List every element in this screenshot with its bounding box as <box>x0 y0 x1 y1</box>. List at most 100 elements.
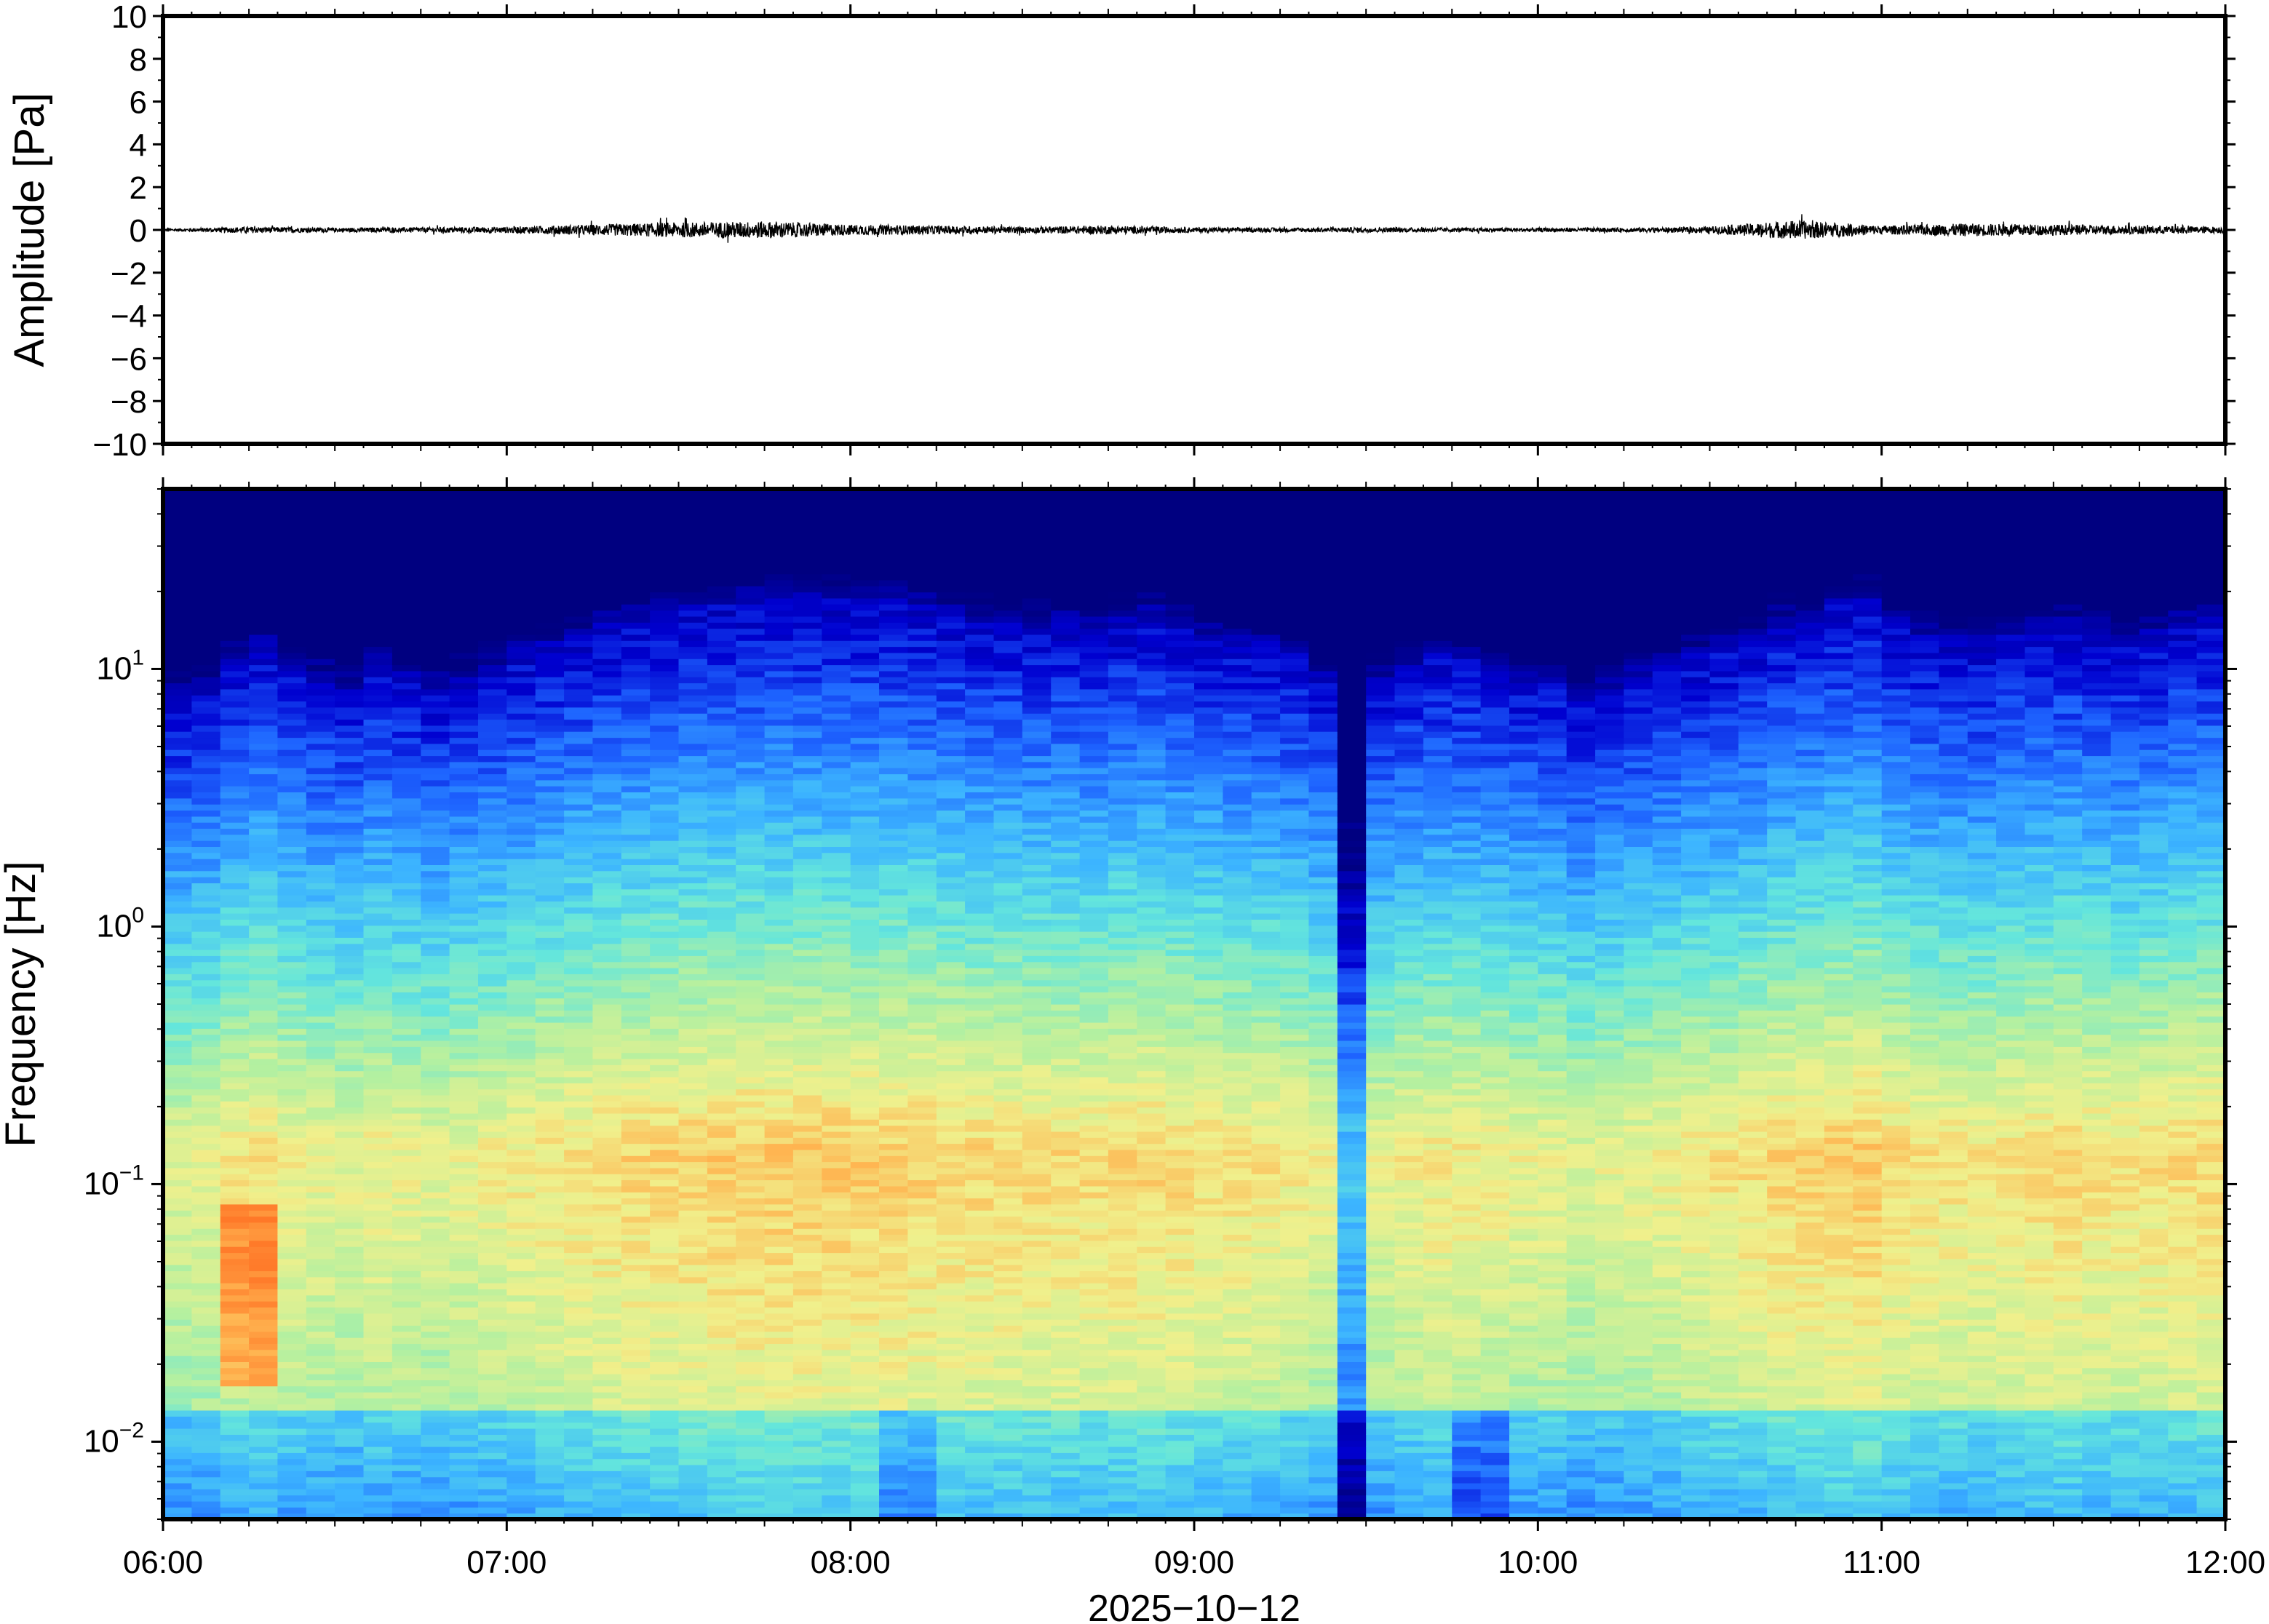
spectrogram-cell <box>907 1440 937 1447</box>
spectrogram-cell <box>621 1083 651 1090</box>
spectrogram-cell <box>621 719 651 726</box>
spectrogram-cell <box>736 1083 766 1090</box>
spectrogram-cell <box>277 1016 307 1023</box>
spectrogram-cell <box>392 731 421 739</box>
spectrogram-cell <box>879 761 908 768</box>
spectrogram-cell <box>764 859 794 865</box>
spectrogram-cell <box>277 761 307 768</box>
spectrogram-cell <box>306 495 335 502</box>
spectrogram-cell <box>478 1283 507 1290</box>
spectrogram-cell <box>335 1070 365 1078</box>
spectrogram-cell <box>277 1476 307 1484</box>
spectrogram-cell <box>822 525 851 532</box>
spectrogram-cell <box>478 1483 507 1489</box>
spectrogram-cell <box>764 846 794 853</box>
spectrogram-cell <box>191 1470 221 1478</box>
spectrogram-cell <box>335 1476 365 1484</box>
spectrogram-cell <box>936 961 966 968</box>
spectrogram-cell <box>736 1028 766 1035</box>
spectrogram-cell <box>363 1131 393 1138</box>
spectrogram-cell <box>335 1161 365 1169</box>
spectrogram-cell <box>678 1349 708 1356</box>
spectrogram-cell <box>822 1349 851 1356</box>
spectrogram-cell <box>163 1507 192 1514</box>
spectrogram-cell <box>363 859 393 865</box>
spectrogram-cell <box>564 1265 594 1272</box>
spectrogram-cell <box>678 761 708 768</box>
spectrogram-cell <box>478 1143 507 1150</box>
spectrogram-cell <box>191 779 221 787</box>
spectrogram-cell <box>449 1222 479 1229</box>
spectrogram-cell <box>764 992 794 999</box>
spectrogram-cell <box>449 525 479 532</box>
spectrogram-cell <box>363 695 393 702</box>
spectrogram-cell <box>421 1016 450 1023</box>
spectrogram-cell <box>363 1234 393 1241</box>
spectrogram-cell <box>879 1258 908 1265</box>
spectrogram-cell <box>277 1470 307 1478</box>
spectrogram-cell <box>592 1064 622 1072</box>
spectrogram-cell <box>564 779 594 787</box>
spectrogram-cell <box>277 968 307 974</box>
spectrogram-cell <box>879 525 908 532</box>
spectrogram-cell <box>936 1137 966 1145</box>
spectrogram-cell <box>363 634 393 641</box>
spectrogram-cell <box>907 1028 937 1035</box>
spectrogram-cell <box>506 489 536 495</box>
spectrogram-cell <box>592 1010 622 1017</box>
spectrogram-cell <box>191 1094 221 1102</box>
spectrogram-cell <box>392 555 421 562</box>
spectrogram-cell <box>965 1356 995 1362</box>
spectrogram-cell <box>564 1149 594 1156</box>
spectrogram-cell <box>850 1174 880 1181</box>
spectrogram-cell <box>621 1380 651 1387</box>
spectrogram-cell <box>850 1004 880 1011</box>
spectrogram-cell <box>191 1458 221 1465</box>
spectrogram-cell <box>363 1216 393 1223</box>
spectrogram-cell <box>650 950 680 956</box>
spectrogram-cell <box>850 1265 880 1272</box>
spectrogram-cell <box>363 1185 393 1193</box>
spectrogram-cell <box>621 907 651 914</box>
spectrogram-cell <box>592 974 622 981</box>
spectrogram-cell <box>506 1307 536 1314</box>
spectrogram-cell <box>535 1179 565 1187</box>
spectrogram-cell <box>363 1343 393 1350</box>
spectrogram-cell <box>249 706 279 714</box>
spectrogram-cell <box>850 544 880 550</box>
spectrogram-cell <box>650 1161 680 1169</box>
spectrogram-cell <box>249 1125 279 1132</box>
spectrogram-cell <box>449 489 479 495</box>
spectrogram-cell <box>421 992 450 999</box>
spectrogram-cell <box>822 852 851 859</box>
spectrogram-cell <box>965 1434 995 1441</box>
spectrogram-cell <box>163 810 192 817</box>
spectrogram-cell <box>277 1337 307 1344</box>
spectrogram-cell <box>650 1483 680 1489</box>
spectrogram-cell <box>249 513 279 520</box>
spectrogram-cell <box>792 1416 822 1423</box>
spectrogram-cell <box>621 749 651 757</box>
waveform-ytick-label: 6 <box>130 85 147 121</box>
spectrogram-cell <box>392 901 421 908</box>
spectrogram-cell <box>564 792 594 799</box>
spectrogram-cell <box>163 1294 192 1302</box>
spectrogram-cell <box>907 792 937 799</box>
spectrogram-cell <box>707 652 736 659</box>
spectrogram-cell <box>277 1131 307 1138</box>
spectrogram-cell <box>564 859 594 865</box>
spectrogram-cell <box>535 1501 565 1508</box>
spectrogram-cell <box>249 688 279 696</box>
spectrogram-cell <box>335 573 365 581</box>
spectrogram-cell <box>506 1216 536 1223</box>
spectrogram-cell <box>592 877 622 883</box>
spectrogram-cell <box>850 1289 880 1296</box>
spectrogram-cell <box>392 792 421 799</box>
spectrogram-cell <box>277 1198 307 1205</box>
spectrogram-cell <box>650 1077 680 1083</box>
spectrogram-cell <box>478 610 507 617</box>
spectrogram-cell <box>220 1494 250 1502</box>
spectrogram-cell <box>478 913 507 920</box>
spectrogram-cell <box>249 779 279 787</box>
spectrogram-cell <box>191 1028 221 1035</box>
